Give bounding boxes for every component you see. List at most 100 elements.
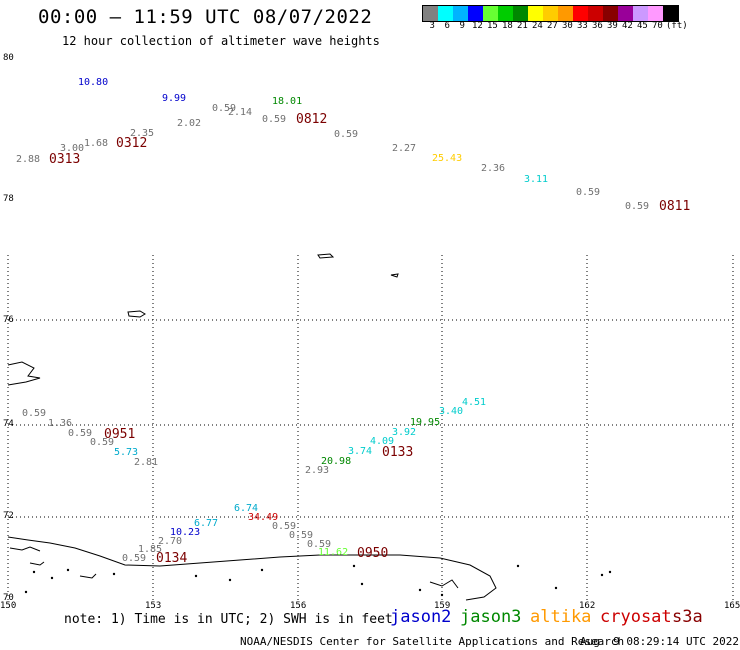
color-swatch [648, 6, 663, 21]
latitude-label: 76 [3, 315, 14, 325]
wave-height-value: 0.59 [68, 428, 93, 439]
color-scale-label: 9 [459, 21, 465, 31]
latitude-label: 80 [3, 53, 14, 63]
color-scale-label: 70 [652, 21, 663, 31]
chart-subtitle: 12 hour collection of altimeter wave hei… [62, 34, 380, 48]
wave-height-value: 1.68 [84, 138, 109, 149]
color-swatch [618, 6, 633, 21]
color-scale-label: 3 [429, 21, 435, 31]
wave-height-value: 2.35 [130, 128, 155, 139]
wave-height-value: 9.99 [162, 93, 187, 104]
color-scale-label: 12 [472, 21, 483, 31]
wave-height-value: 19.95 [410, 417, 441, 428]
color-swatch [423, 6, 438, 21]
wave-height-value: 1.85 [138, 544, 163, 555]
color-scale-label: 30 [562, 21, 573, 31]
credit-line: NOAA/NESDIS Center for Satellite Applica… [240, 635, 625, 648]
chart-title: 00:00 — 11:59 UTC 08/07/2022 [38, 6, 373, 28]
wave-height-value: 0.59 [90, 437, 115, 448]
color-swatch [633, 6, 648, 21]
wave-height-value: 6.77 [194, 518, 219, 529]
longitude-label: 165 [724, 601, 740, 611]
wave-height-value: 2.27 [392, 143, 417, 154]
color-scale-label: 27 [547, 21, 558, 31]
wave-height-value: 6.74 [234, 503, 259, 514]
wave-height-value: 0.59 [625, 201, 650, 212]
wave-height-value: 4.51 [462, 397, 487, 408]
color-scale-label: 39 [607, 21, 618, 31]
color-swatch [603, 6, 618, 21]
color-scale-label: 45 [637, 21, 648, 31]
wave-height-value: 2.36 [481, 163, 506, 174]
wave-height-value: 10.23 [170, 527, 201, 538]
pass-time-label: 0951 [104, 427, 136, 442]
color-scale-label: 18 [502, 21, 513, 31]
pass-time-label: 0312 [116, 136, 148, 151]
longitude-label: 150 [0, 601, 17, 611]
wave-height-value: 0.59 [122, 553, 147, 564]
color-swatch [498, 6, 513, 21]
wave-height-value: 18.01 [272, 96, 303, 107]
wave-height-value: 1.36 [48, 418, 73, 429]
coastline-islands [24, 564, 612, 597]
pass-time-label: 0313 [49, 152, 81, 167]
latitude-label: 72 [3, 511, 14, 521]
wave-height-value: 25.43 [432, 153, 463, 164]
color-scale-label: 42 [622, 21, 633, 31]
wave-height-value: 0.59 [272, 521, 297, 532]
wave-height-value: 0.59 [576, 187, 601, 198]
wave-height-value: 2.93 [305, 465, 330, 476]
generation-timestamp: Aug 9 08:29:14 UTC 2022 [580, 635, 739, 648]
pass-time-label: 0950 [357, 546, 389, 561]
wave-height-value: 3.40 [439, 406, 464, 417]
color-swatch [588, 6, 603, 21]
wave-height-value: 0.59 [22, 408, 47, 419]
latitude-label: 70 [3, 593, 14, 603]
color-scale-bar [422, 5, 679, 22]
wave-height-value: 10.80 [78, 77, 109, 88]
color-swatch [438, 6, 453, 21]
wave-height-value: 4.09 [370, 436, 395, 447]
wave-height-value: 2.14 [228, 107, 253, 118]
wave-height-value: 2.70 [158, 536, 183, 547]
color-scale-label: 6 [444, 21, 450, 31]
color-scale-label: 24 [532, 21, 543, 31]
wave-height-value: 3.00 [60, 143, 85, 154]
color-swatch [573, 6, 588, 21]
wave-height-value: 0.59 [289, 530, 314, 541]
color-swatch [543, 6, 558, 21]
longitude-label: 159 [434, 601, 451, 611]
color-swatch [663, 6, 678, 21]
color-scale-label: (ft) [666, 21, 688, 31]
mission-legend-item: jason3 [460, 607, 522, 627]
coastline [7, 253, 497, 601]
wave-height-value: 2.88 [16, 154, 41, 165]
color-scale-label: 33 [577, 21, 588, 31]
mission-legend-item: s3a [672, 607, 703, 627]
wave-height-value: 0.59 [334, 129, 359, 140]
color-scale-label: 21 [517, 21, 528, 31]
color-scale-label: 36 [592, 21, 603, 31]
wave-height-value: 34.49 [248, 512, 279, 523]
color-swatch [453, 6, 468, 21]
mission-legend-item: jason2 [390, 607, 452, 627]
graticule [7, 255, 735, 600]
wave-height-value: 3.11 [524, 174, 549, 185]
color-scale-label: 15 [487, 21, 498, 31]
pass-time-label: 0133 [382, 445, 414, 460]
wave-height-value: 5.73 [114, 447, 139, 458]
footer-note: note: 1) Time is in UTC; 2) SWH is in fe… [64, 612, 393, 627]
wave-height-value: 2.02 [177, 118, 202, 129]
pass-time-label: 0812 [296, 112, 328, 127]
wave-height-value: 2.81 [134, 457, 159, 468]
color-swatch [528, 6, 543, 21]
pass-time-label: 0811 [659, 199, 691, 214]
mission-legend-item: cryosat [600, 607, 672, 627]
wave-height-value: 11.62 [318, 547, 349, 558]
wave-height-value: 3.74 [348, 446, 373, 457]
color-swatch [483, 6, 498, 21]
color-swatch [513, 6, 528, 21]
wave-height-value: 20.98 [321, 456, 352, 467]
wave-height-value: 0.59 [262, 114, 287, 125]
